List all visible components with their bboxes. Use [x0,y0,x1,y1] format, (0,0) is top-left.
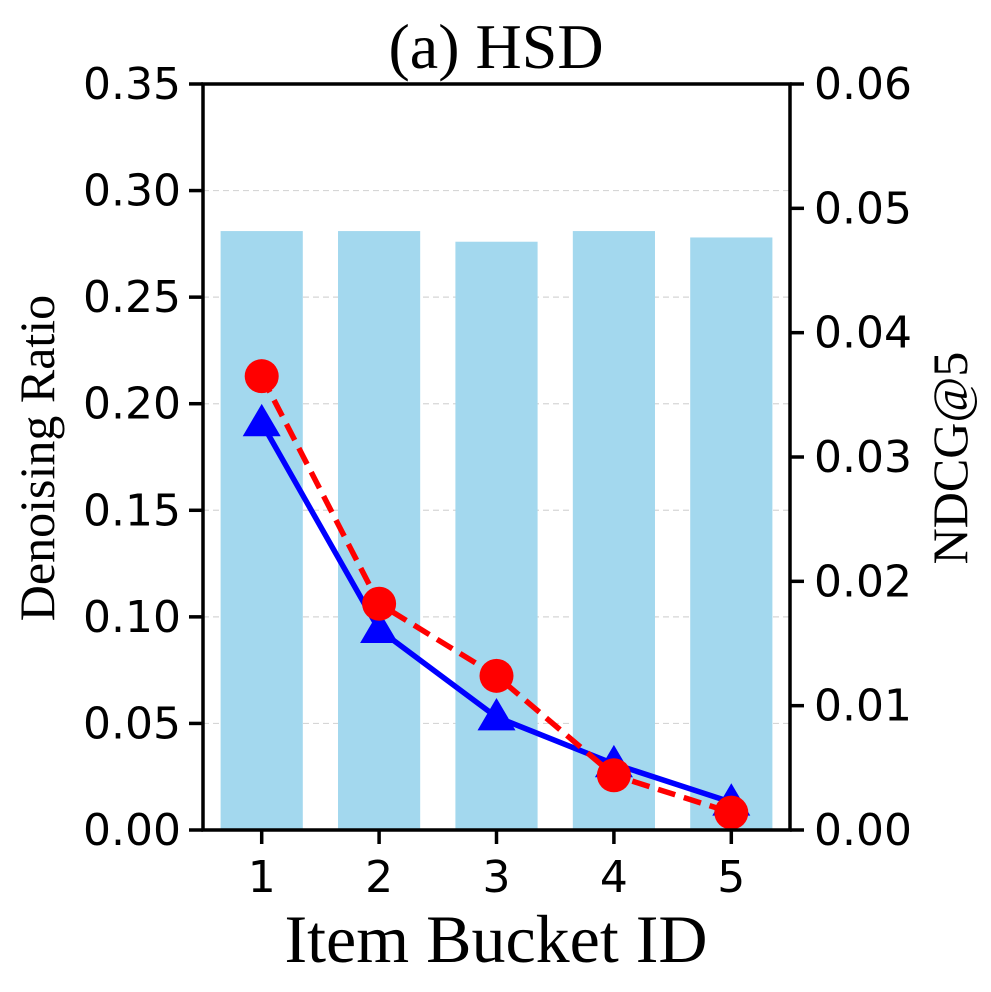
bar-3 [455,241,538,830]
bar-1 [220,231,303,830]
bars [220,231,773,830]
x-tick-label: 3 [483,852,511,903]
y-right-tick-label: 0.00 [814,805,912,856]
series-markers [242,359,751,830]
y-right-tick-label: 0.06 [814,59,912,110]
y-right-tick-label: 0.04 [814,308,912,359]
series-1-point-1 [242,403,281,437]
series-1-point-2 [360,610,399,643]
y-left-tick-label: 0.25 [83,272,181,323]
bar-2 [338,231,421,830]
series-2-point-2 [362,586,397,621]
chart-title: (a) HSD [388,11,603,82]
y-left-tick-label: 0.35 [83,59,181,110]
y-right-tick-label: 0.03 [814,432,912,483]
series-1-point-3 [477,698,516,731]
y-left-tick-label: 0.00 [83,805,181,856]
x-tick-label: 5 [717,852,745,903]
y-axis-label-left: Denoising Ratio [9,295,65,621]
y-left-tick-label: 0.10 [83,592,181,643]
y-right-tick-label: 0.02 [814,556,912,607]
y-left-tick-label: 0.30 [83,166,181,217]
y-axis-label-right: NDCG@5 [922,352,978,565]
ticks: 0.00 0.05 0.10 0.15 0.20 0.25 0.30 0.35 0.00 0.01… [83,59,912,903]
y-left-tick-label: 0.20 [83,379,181,430]
y-left-tick-label: 0.15 [83,485,181,536]
x-tick-label: 1 [248,852,276,903]
bar-4 [572,231,655,830]
series-2-point-4 [596,758,631,793]
y-left-tick-label: 0.05 [83,698,181,749]
y-right-tick-label: 0.01 [814,681,912,732]
bar-5 [690,237,773,830]
y-right-tick-label: 0.05 [814,183,912,234]
x-axis-label: Item Bucket ID [285,901,708,977]
series-2-point-1 [244,359,279,394]
x-tick-label: 2 [365,852,393,903]
series-2-point-3 [479,658,514,693]
series-2-point-5 [714,795,749,830]
x-tick-label: 4 [600,852,628,903]
